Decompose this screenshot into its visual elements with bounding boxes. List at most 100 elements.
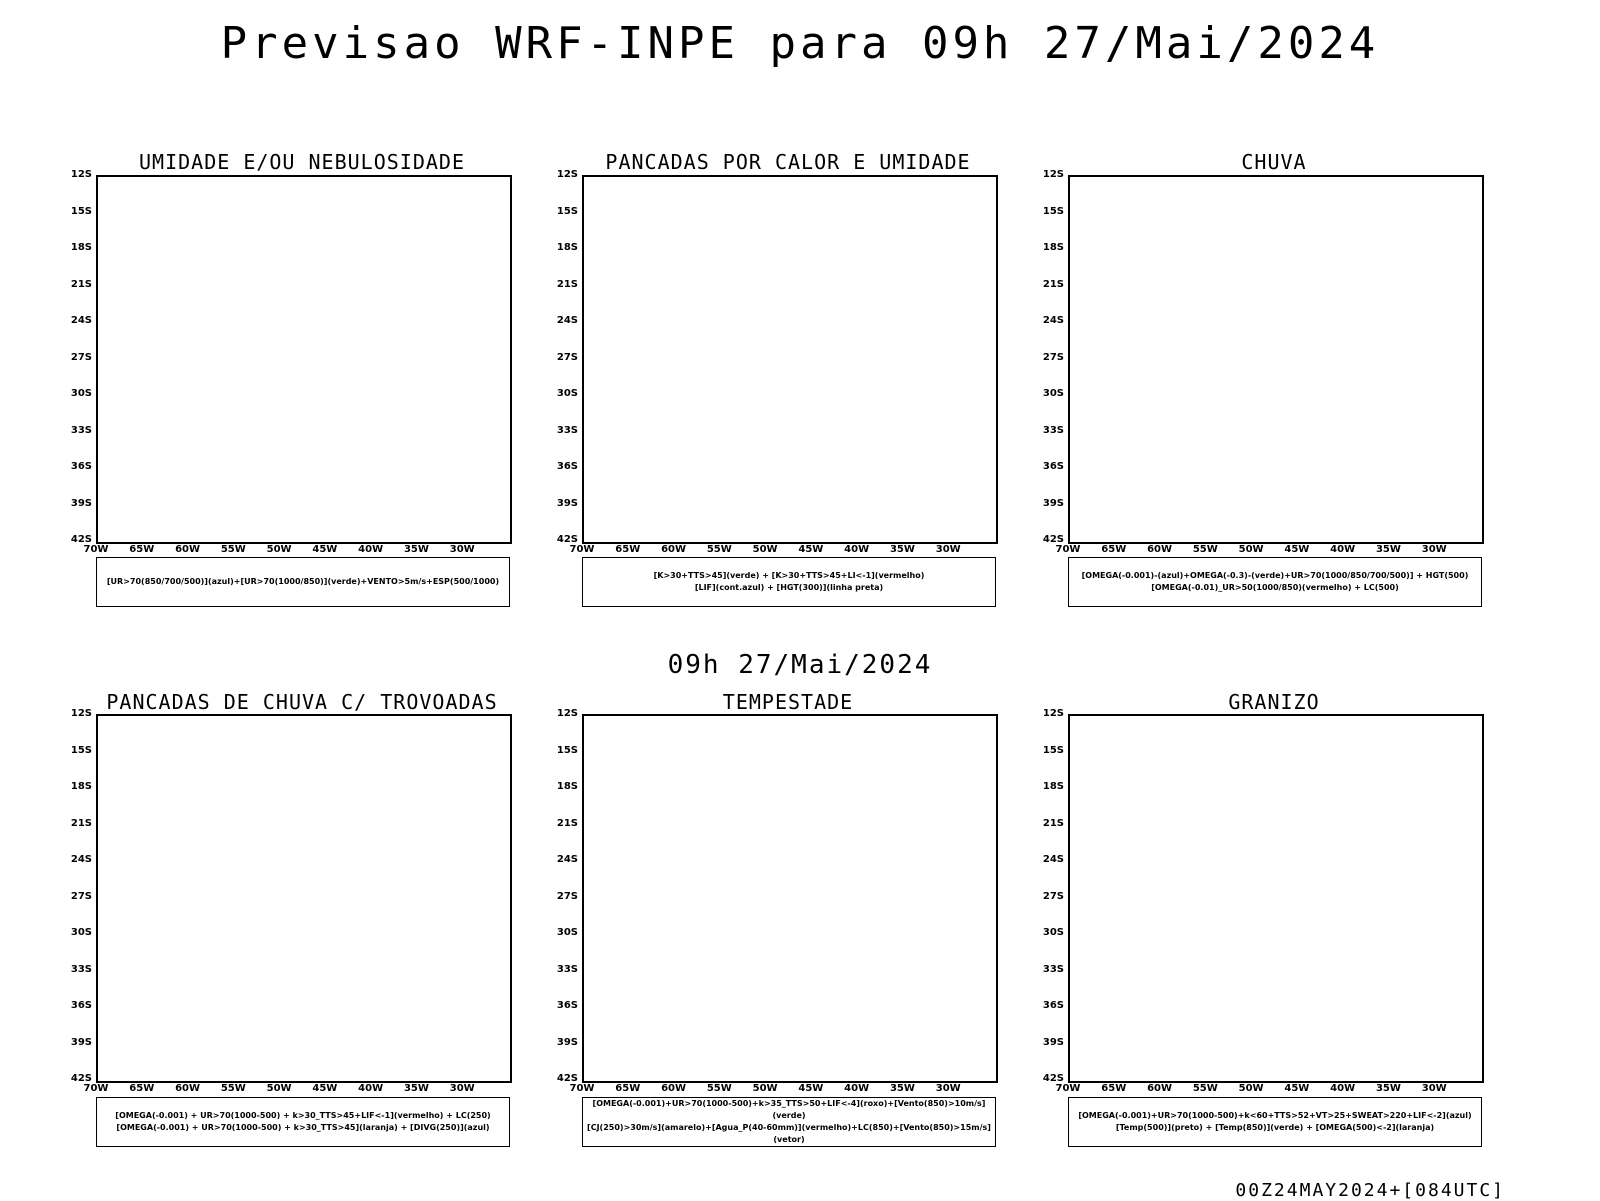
map-canvas: 40 [584,716,996,1081]
lon-label: 45W [798,1083,824,1094]
lat-label: 18S [556,242,578,253]
lon-label: 50W [752,544,778,555]
panel-legend: [UR>70(850/700/500)](azul)+[UR>70(1000/8… [96,557,510,607]
lon-label: 50W [266,544,292,555]
map-frame: 1016102010241028570564558552546540534 [96,175,512,544]
lat-label: 27S [70,890,92,902]
lat-label: 15S [556,205,578,217]
map-frame: 96809600952094409360928092009120 [582,175,998,544]
lat-label: 36S [1042,1000,1064,1011]
lat-label: 27S [556,351,578,363]
lon-label: 45W [312,544,338,555]
lat-label: 21S [1042,278,1064,290]
lon-label: 65W [1101,544,1127,555]
lat-label: 30S [70,388,92,399]
map-canvas: 585582579576573570567564561558 [1070,177,1482,542]
map-canvas: 69121518212427-6-9-12-15-18-21-24-27 [1070,716,1482,1081]
panel-legend: [OMEGA(-0.001)+UR>70(1000-500)+k>35_TTS>… [582,1097,996,1147]
map-frame: 585582579576573570567564561558 [1068,175,1484,544]
lat-label: 36S [556,1000,578,1011]
lon-label: 50W [1238,544,1264,555]
lon-label: 35W [889,544,915,555]
lon-label: 30W [1421,544,1447,555]
lon-label: 30W [449,1083,475,1094]
lat-label: 18S [1042,242,1064,253]
lon-label: 70W [569,1083,595,1094]
lon-label: 30W [1421,1083,1447,1094]
lat-label: 39S [1042,497,1064,509]
lon-label: 70W [83,1083,109,1094]
lon-label: 65W [1101,1083,1127,1094]
legend-line: [K>30+TTS>45](verde) + [K>30+TTS>45+LI<-… [653,571,925,580]
map-frame: 69121518212427-6-9-12-15-18-21-24-27 [1068,714,1484,1083]
lat-label: 42S [556,1073,578,1084]
lon-label: 60W [1147,1083,1173,1094]
panel-title: PANCADAS DE CHUVA C/ TROVOADAS [106,690,498,714]
legend-line: [OMEGA(-0.01)_UR>50(1000/850)(vermelho) … [1151,583,1399,592]
lon-label: 65W [615,544,641,555]
panel-title: TEMPESTADE [722,690,854,714]
legend-line: [CJ(250)>30m/s](amarelo)+[Agua_P(40-60mm… [587,1123,991,1144]
legend-line: [OMEGA(-0.001) + UR>70(1000-500) + k>30_… [116,1123,490,1132]
lon-label: 45W [1284,1083,1310,1094]
lat-label: 18S [1042,781,1064,792]
panel-title: UMIDADE E/OU NEBULOSIDADE [138,150,466,174]
lon-label: 65W [129,544,155,555]
lon-label: 50W [266,1083,292,1094]
panel-title: GRANIZO [1228,690,1320,714]
legend-line: [OMEGA(-0.001) + UR>70(1000-500) + k>30_… [115,1111,491,1120]
lat-label: 24S [1042,315,1064,326]
lat-label: 21S [70,278,92,290]
lat-label: 36S [556,461,578,472]
lat-label: 33S [1042,424,1064,436]
lat-label: 30S [556,927,578,938]
lon-label: 60W [661,1083,687,1094]
lat-label: 21S [556,817,578,829]
lat-label: 21S [70,817,92,829]
lat-label: 18S [70,781,92,792]
lat-label: 30S [556,388,578,399]
lon-label: 45W [798,544,824,555]
legend-line: [LIF](cont.azul) + [HGT(300)](linha pret… [694,583,884,592]
panel-title: PANCADAS POR CALOR E UMIDADE [605,150,971,174]
lat-label: 12S [556,169,578,180]
legend-line: [OMEGA(-0.001)+UR>70(1000-500)+k>35_TTS>… [592,1099,986,1120]
panel-legend: [OMEGA(-0.001)-(azul)+OMEGA(-0.3)-(verde… [1068,557,1482,607]
lat-label: 24S [556,315,578,326]
lon-label: 30W [935,544,961,555]
lat-label: 27S [70,351,92,363]
lat-label: 30S [70,927,92,938]
lat-label: 39S [70,497,92,509]
lat-label: 42S [556,534,578,545]
legend-line: [Temp(500)](preto) + [Temp(850)](verde) … [1115,1123,1435,1132]
lon-label: 60W [175,1083,201,1094]
lon-label: 55W [220,1083,246,1094]
lon-label: 55W [706,1083,732,1094]
mid-date: 09h 27/Mai/2024 [667,650,933,680]
lon-label: 55W [706,544,732,555]
lon-label: 40W [1330,544,1356,555]
lon-label: 60W [1147,544,1173,555]
lat-label: 12S [1042,169,1064,180]
map-frame [96,714,512,1083]
lat-label: 24S [1042,854,1064,865]
lon-label: 45W [312,1083,338,1094]
lon-label: 35W [889,1083,915,1094]
lon-label: 35W [1375,1083,1401,1094]
lon-label: 35W [403,1083,429,1094]
lon-label: 70W [1055,544,1081,555]
lat-label: 24S [70,854,92,865]
lat-label: 39S [1042,1036,1064,1048]
map-canvas: 1016102010241028570564558552546540534 [98,177,510,542]
lat-label: 39S [556,1036,578,1048]
lat-label: 24S [70,315,92,326]
lat-label: 33S [556,963,578,975]
lat-label: 33S [70,963,92,975]
lat-label: 33S [1042,963,1064,975]
lon-label: 55W [220,544,246,555]
lat-label: 36S [70,461,92,472]
lon-label: 35W [403,544,429,555]
lon-label: 70W [569,544,595,555]
lat-label: 42S [1042,534,1064,545]
lat-label: 39S [70,1036,92,1048]
